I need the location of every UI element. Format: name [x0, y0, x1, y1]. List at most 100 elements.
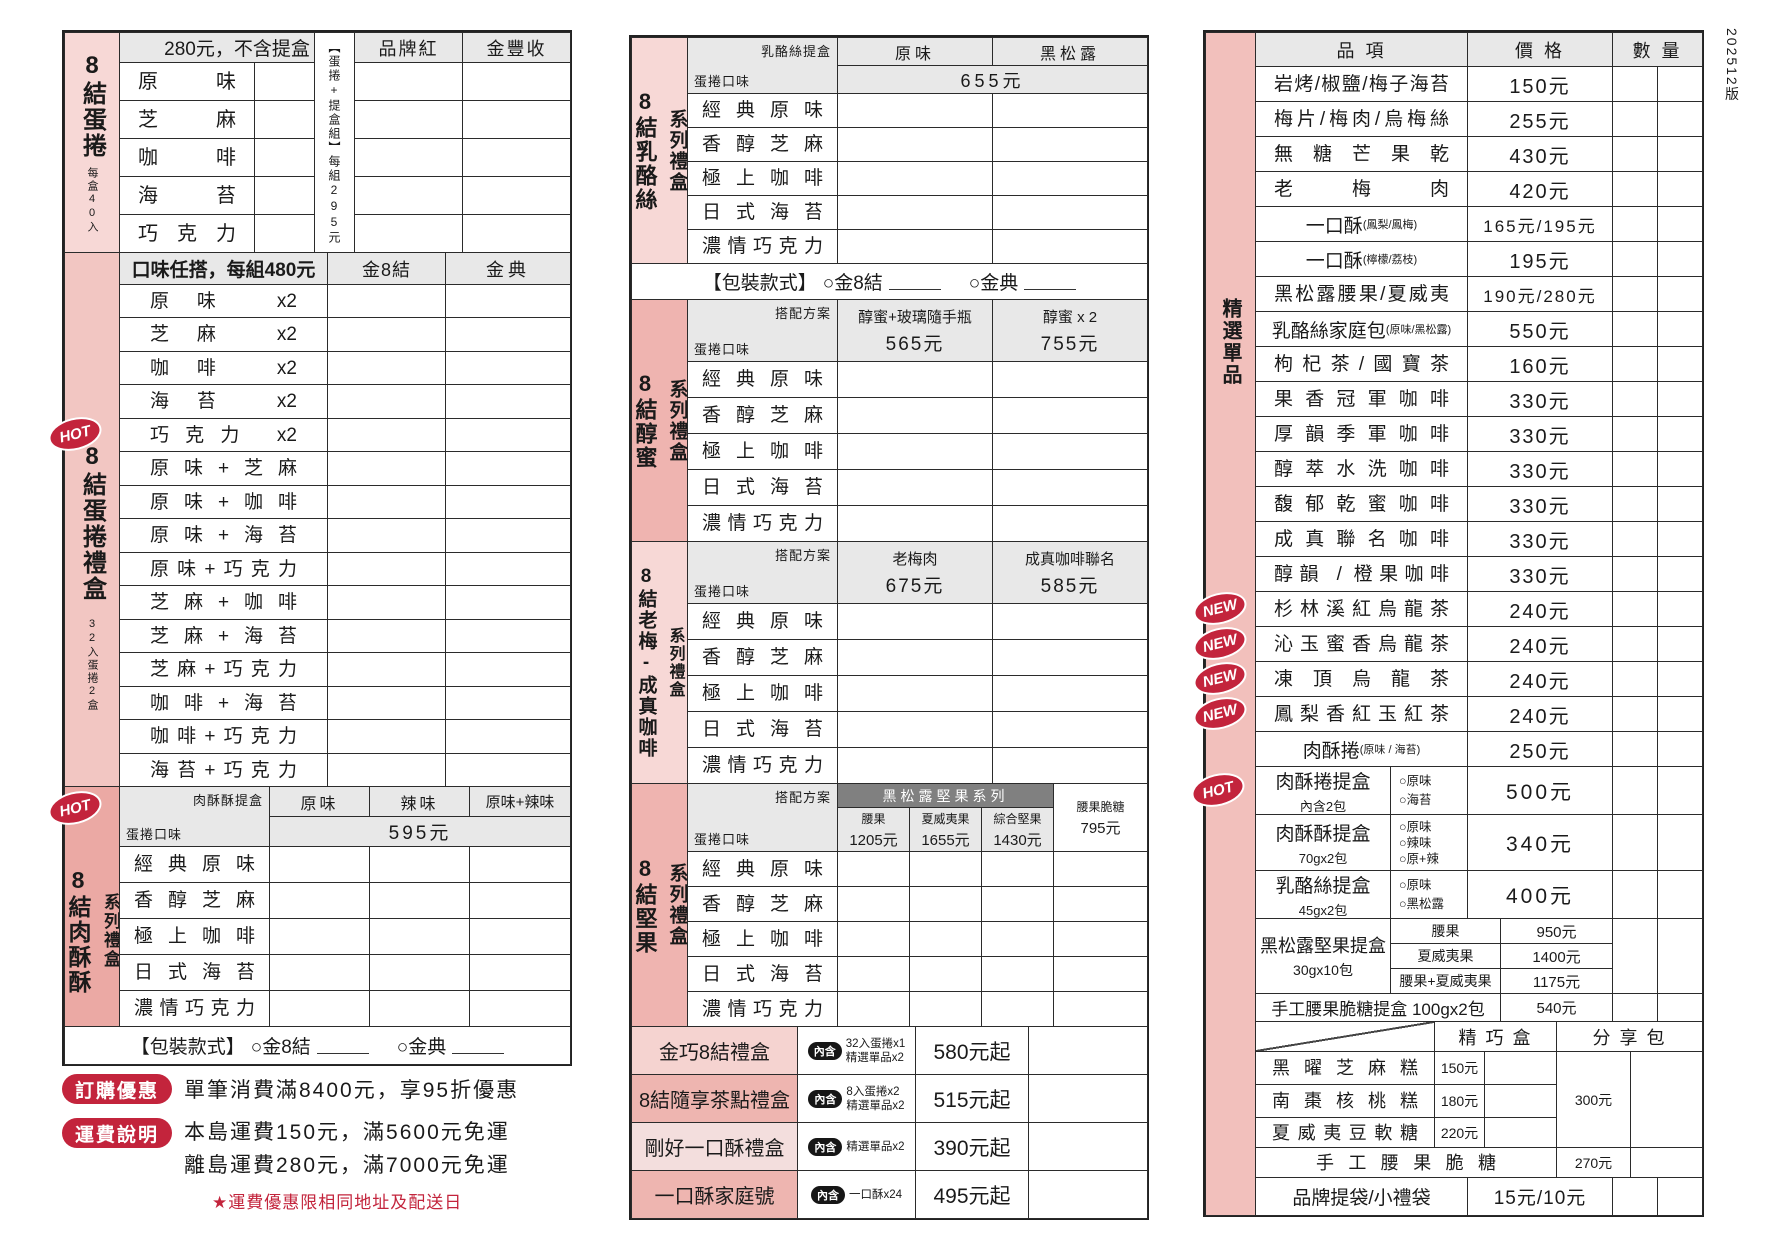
qty-cell[interactable]	[837, 229, 993, 264]
qty-cell[interactable]	[1657, 311, 1703, 347]
qty-cell[interactable]	[469, 918, 571, 955]
qty-cell[interactable]	[1612, 136, 1658, 172]
qty-cell[interactable]	[1657, 870, 1703, 919]
qty-cell[interactable]	[992, 127, 1148, 162]
qty-cell[interactable]	[354, 214, 463, 253]
qty-cell[interactable]	[1657, 101, 1703, 137]
radio-option[interactable]: ○原+辣	[1399, 851, 1439, 866]
qty-cell[interactable]	[1657, 814, 1703, 871]
qty-cell[interactable]	[327, 518, 446, 553]
qty-cell[interactable]	[469, 882, 571, 919]
qty-cell[interactable]	[254, 100, 315, 139]
qty-cell[interactable]	[254, 214, 315, 253]
packaging-option-gold8[interactable]: ○金8結	[822, 273, 883, 294]
fill-in-blank[interactable]	[888, 273, 941, 290]
qty-cell[interactable]	[1657, 918, 1703, 994]
qty-cell[interactable]	[837, 711, 993, 748]
qty-cell[interactable]	[1612, 556, 1658, 592]
qty-cell[interactable]	[327, 619, 446, 653]
qty-cell[interactable]	[837, 397, 993, 434]
qty-cell[interactable]	[1612, 101, 1658, 137]
qty-cell[interactable]	[469, 954, 571, 991]
qty-cell[interactable]	[1612, 241, 1658, 277]
packaging-option-golden[interactable]: ○金典	[968, 273, 1019, 294]
qty-cell[interactable]	[445, 619, 571, 653]
qty-cell[interactable]	[1657, 206, 1703, 242]
qty-cell[interactable]	[992, 93, 1148, 128]
radio-option[interactable]: ○黑松露	[1399, 896, 1445, 911]
qty-cell[interactable]	[837, 603, 993, 640]
qty-cell[interactable]	[1612, 591, 1658, 627]
qty-cell[interactable]	[327, 585, 446, 620]
qty-cell[interactable]	[837, 956, 910, 992]
qty-cell[interactable]	[1657, 66, 1703, 102]
qty-cell[interactable]	[992, 747, 1148, 784]
qty-cell[interactable]	[1657, 346, 1703, 382]
qty-cell[interactable]	[462, 176, 571, 215]
qty-cell[interactable]	[992, 433, 1148, 470]
qty-cell[interactable]	[1657, 766, 1703, 815]
qty-cell[interactable]	[269, 846, 370, 883]
qty-cell[interactable]	[909, 956, 982, 992]
qty-cell[interactable]	[327, 384, 446, 419]
qty-cell[interactable]	[992, 711, 1148, 748]
qty-cell[interactable]	[1657, 696, 1703, 732]
qty-cell[interactable]	[909, 886, 982, 922]
qty-cell[interactable]	[1612, 626, 1658, 662]
qty-cell[interactable]	[837, 505, 993, 542]
qty-cell[interactable]	[1657, 993, 1703, 1022]
qty-cell[interactable]	[327, 451, 446, 486]
qty-cell[interactable]	[981, 956, 1054, 992]
qty-cell[interactable]	[1053, 851, 1148, 887]
qty-cell[interactable]	[354, 62, 463, 101]
qty-cell[interactable]	[354, 176, 463, 215]
qty-cell[interactable]	[837, 161, 993, 196]
qty-cell[interactable]	[445, 485, 571, 519]
qty-cell[interactable]	[469, 846, 571, 883]
qty-cell[interactable]	[1657, 171, 1703, 207]
qty-cell[interactable]	[1612, 731, 1658, 767]
qty-cell[interactable]	[1657, 451, 1703, 487]
qty-cell[interactable]	[837, 195, 993, 230]
qty-cell[interactable]	[327, 351, 446, 385]
qty-cell[interactable]	[1657, 416, 1703, 452]
qty-cell[interactable]	[1612, 381, 1658, 417]
qty-cell[interactable]	[369, 990, 470, 1027]
qty-cell[interactable]	[369, 954, 470, 991]
qty-cell[interactable]	[1657, 241, 1703, 277]
qty-cell[interactable]	[1612, 1177, 1658, 1216]
qty-cell[interactable]	[837, 851, 910, 887]
qty-cell[interactable]	[445, 518, 571, 553]
radio-option[interactable]: ○海苔	[1399, 792, 1432, 807]
radio-option[interactable]: ○原味	[1399, 773, 1432, 788]
qty-cell[interactable]	[1612, 276, 1658, 312]
qty-cell[interactable]	[1612, 416, 1658, 452]
qty-cell[interactable]	[1612, 451, 1658, 487]
qty-cell[interactable]	[909, 921, 982, 957]
qty-cell[interactable]	[1657, 1177, 1703, 1216]
qty-cell[interactable]	[837, 639, 993, 676]
qty-cell[interactable]	[1612, 696, 1658, 732]
qty-cell[interactable]	[269, 882, 370, 919]
qty-cell[interactable]	[1612, 521, 1658, 557]
qty-cell[interactable]	[1053, 956, 1148, 992]
qty-cell[interactable]	[909, 991, 982, 1027]
qty-cell[interactable]	[1612, 346, 1658, 382]
qty-cell[interactable]	[462, 214, 571, 253]
qty-cell[interactable]	[327, 485, 446, 519]
qty-cell[interactable]	[1612, 486, 1658, 522]
qty-cell[interactable]	[269, 990, 370, 1027]
qty-cell[interactable]	[327, 418, 446, 452]
qty-cell[interactable]	[1657, 521, 1703, 557]
qty-cell[interactable]	[1612, 66, 1658, 102]
qty-cell[interactable]	[327, 652, 446, 687]
qty-cell[interactable]	[1657, 731, 1703, 767]
qty-cell[interactable]	[445, 585, 571, 620]
qty-cell[interactable]	[1612, 311, 1658, 347]
qty-cell[interactable]	[1612, 171, 1658, 207]
qty-cell[interactable]	[1612, 814, 1658, 871]
qty-cell[interactable]	[469, 990, 571, 1027]
fill-in-blank[interactable]	[1024, 273, 1077, 290]
qty-cell[interactable]	[445, 652, 571, 687]
qty-cell[interactable]	[1028, 1026, 1148, 1075]
